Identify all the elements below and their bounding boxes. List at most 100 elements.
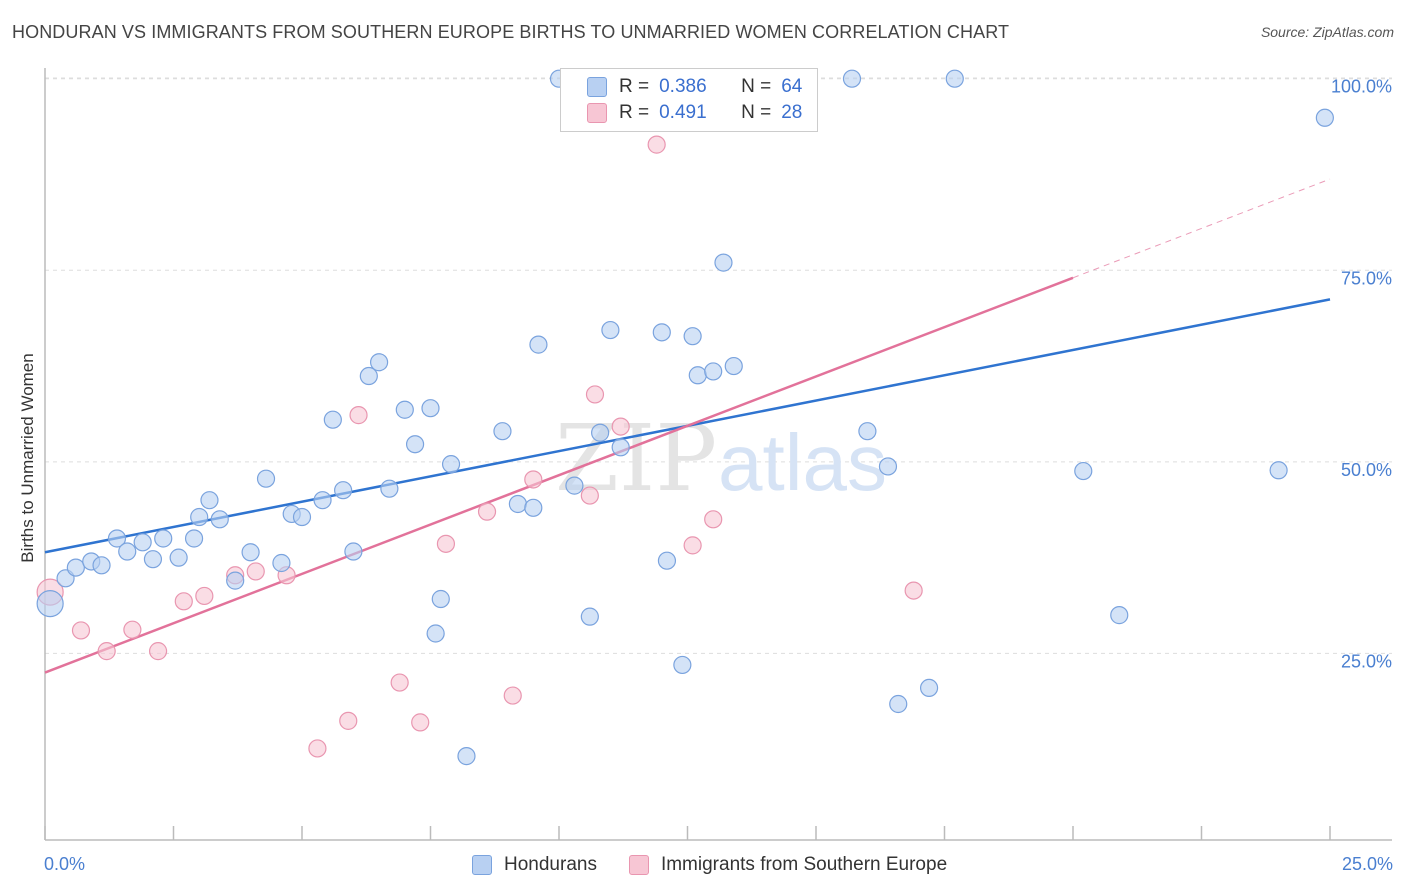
point-hondurans: [143, 550, 163, 569]
point-hondurans: [611, 438, 630, 457]
watermark-zip: ZIP: [555, 405, 717, 512]
point-immigrants: [611, 417, 630, 436]
legend-swatch-blue: [472, 855, 492, 875]
point-hondurans: [565, 476, 584, 495]
x-tick-label: 25.0%: [1342, 854, 1393, 874]
point-hondurans: [154, 529, 173, 548]
point-hondurans: [714, 253, 733, 272]
point-immigrants: [585, 385, 605, 404]
x-tick-label: 0.0%: [44, 854, 85, 874]
point-hondurans: [919, 678, 939, 698]
point-immigrants: [195, 586, 214, 606]
point-hondurans: [190, 507, 209, 527]
series-legend: Hondurans Immigrants from Southern Europ…: [472, 852, 979, 878]
point-hondurans: [272, 553, 291, 573]
point-immigrants: [436, 534, 456, 553]
series-hondurans-points: [36, 69, 1334, 766]
point-immigrants: [904, 581, 923, 600]
point-hondurans: [1269, 461, 1288, 480]
point-immigrants: [683, 536, 702, 555]
point-hondurans: [313, 491, 332, 510]
point-hondurans: [683, 327, 702, 346]
point-immigrants: [580, 486, 599, 505]
point-hondurans: [1110, 606, 1129, 625]
y-tick-label: 75.0%: [1341, 268, 1392, 288]
point-hondurans: [184, 529, 204, 548]
r-label: R =: [619, 76, 650, 97]
point-hondurans: [1315, 108, 1334, 127]
point-hondurans: [118, 542, 137, 561]
n-label: N =: [741, 102, 772, 123]
point-immigrants: [339, 711, 358, 730]
point-hondurans: [591, 423, 610, 442]
n-value: 28: [781, 102, 803, 123]
point-hondurans: [493, 422, 512, 441]
legend-label-immigrants: Immigrants from Southern Europe: [660, 854, 948, 875]
point-hondurans: [704, 362, 723, 381]
point-immigrants: [390, 673, 409, 692]
y-tick-label: 50.0%: [1341, 460, 1392, 480]
series-immigrants-points: [36, 69, 923, 758]
point-immigrants: [308, 739, 327, 758]
legend-swatch-pink: [628, 855, 649, 875]
y-tick-label: 25.0%: [1341, 651, 1392, 671]
point-immigrants: [123, 620, 142, 639]
point-hondurans: [529, 335, 548, 354]
point-hondurans: [421, 399, 440, 418]
point-hondurans: [657, 551, 677, 570]
point-hondurans: [889, 694, 908, 714]
point-hondurans: [858, 422, 877, 441]
point-hondurans: [395, 400, 414, 419]
point-hondurans: [652, 323, 671, 342]
point-immigrants: [477, 502, 497, 521]
point-hondurans: [92, 556, 111, 575]
point-hondurans: [441, 455, 461, 474]
point-hondurans: [334, 481, 353, 500]
r-value: 0.491: [659, 102, 707, 123]
point-hondurans: [226, 571, 245, 590]
point-hondurans: [426, 624, 445, 643]
point-hondurans: [169, 548, 188, 567]
point-immigrants: [97, 642, 116, 661]
point-hondurans: [359, 366, 378, 386]
tick-labels: 25.0% 50.0% 75.0% 100.0% 0.0% 25.0%: [44, 77, 1393, 874]
trend-lines: [44, 178, 1331, 674]
point-hondurans: [107, 529, 127, 548]
chart-title: HONDURAN VS IMMIGRANTS FROM SOUTHERN EUR…: [12, 22, 1010, 42]
point-hondurans: [457, 747, 476, 766]
legend-row-immigrants: R = 0.491 N = 28: [587, 101, 802, 125]
point-hondurans: [380, 479, 399, 498]
point-hondurans: [508, 494, 527, 514]
point-hondurans: [673, 655, 692, 675]
point-hondurans: [601, 320, 620, 340]
point-immigrants: [148, 642, 168, 661]
point-hondurans: [36, 590, 64, 618]
r-label: R =: [619, 102, 650, 123]
n-value: 64: [781, 76, 803, 97]
point-hondurans: [200, 491, 219, 510]
point-immigrants: [524, 470, 543, 489]
point-hondurans: [210, 510, 229, 529]
point-hondurans: [241, 543, 260, 562]
point-immigrants: [647, 135, 666, 154]
point-hondurans: [524, 498, 543, 517]
trend-line-immigrants: [44, 276, 1074, 674]
point-hondurans: [1074, 461, 1093, 481]
r-value: 0.386: [659, 76, 707, 97]
legend-item-immigrants[interactable]: Immigrants from Southern Europe: [628, 854, 948, 876]
source-label: Source: ZipAtlas.com: [1260, 24, 1394, 40]
point-hondurans: [66, 558, 85, 577]
point-hondurans: [370, 353, 389, 372]
point-hondurans: [344, 542, 363, 561]
legend-item-hondurans[interactable]: Hondurans: [472, 854, 597, 876]
point-hondurans: [256, 469, 276, 488]
point-immigrants: [174, 592, 193, 611]
point-hondurans: [688, 366, 707, 385]
point-hondurans: [431, 589, 450, 609]
stats-legend: R = 0.386 N = 64 R = 0.491 N = 28: [560, 68, 818, 132]
legend-label-hondurans: Hondurans: [504, 854, 597, 875]
legend-swatch-pink: [587, 103, 607, 123]
point-hondurans: [945, 69, 964, 88]
point-immigrants: [503, 686, 522, 705]
